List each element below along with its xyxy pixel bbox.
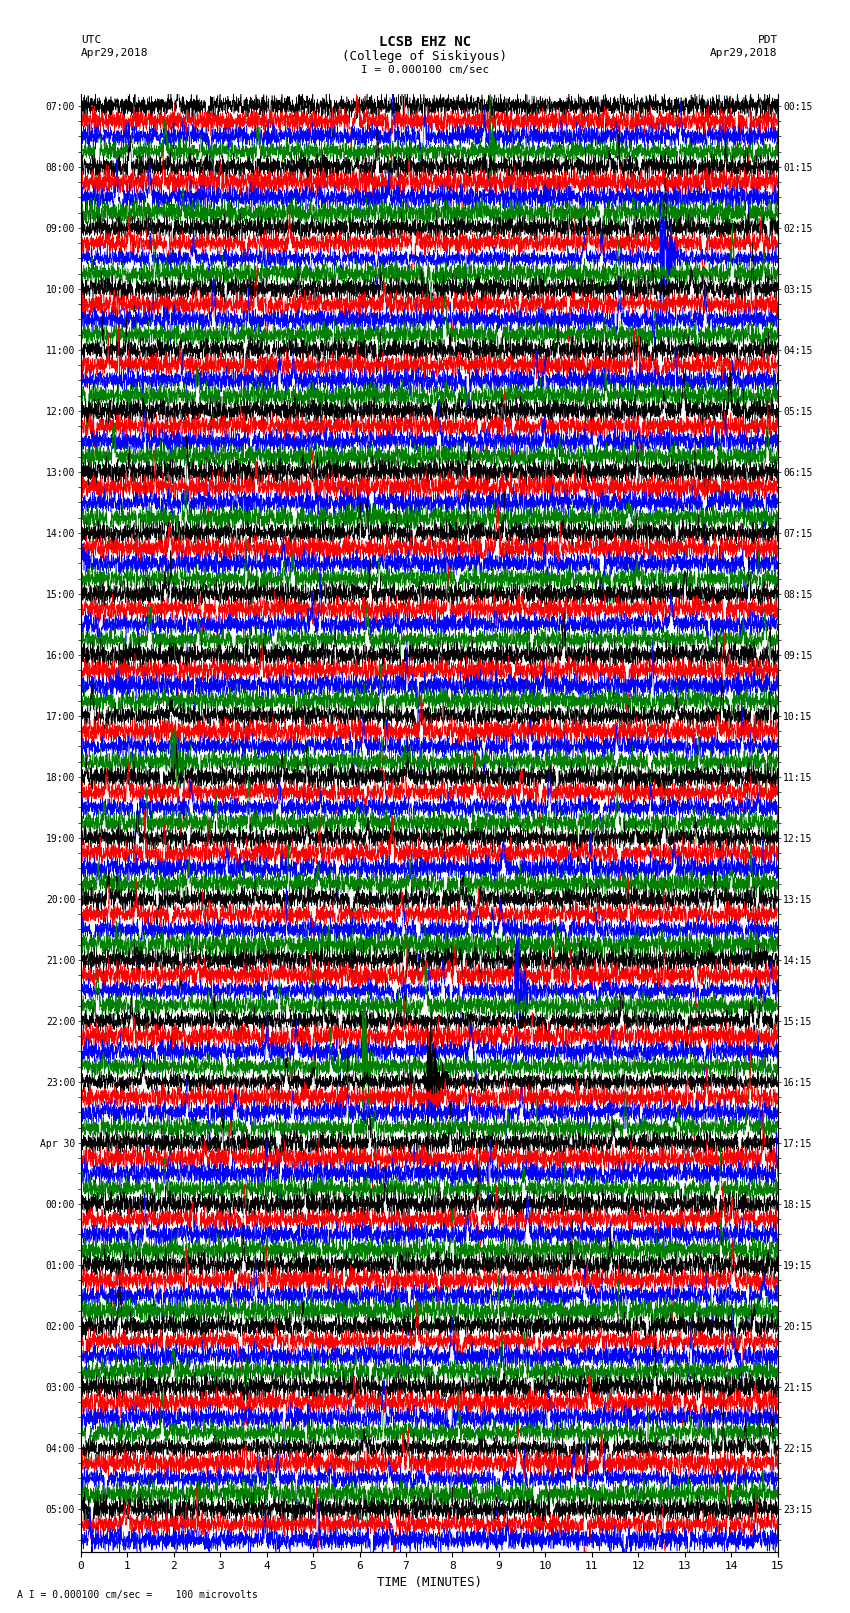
X-axis label: TIME (MINUTES): TIME (MINUTES) xyxy=(377,1576,482,1589)
Text: I = 0.000100 cm/sec: I = 0.000100 cm/sec xyxy=(361,65,489,74)
Text: UTC: UTC xyxy=(81,35,101,45)
Text: Apr29,2018: Apr29,2018 xyxy=(81,48,148,58)
Text: LCSB EHZ NC: LCSB EHZ NC xyxy=(379,35,471,50)
Text: A I = 0.000100 cm/sec =    100 microvolts: A I = 0.000100 cm/sec = 100 microvolts xyxy=(17,1590,258,1600)
Text: (College of Siskiyous): (College of Siskiyous) xyxy=(343,50,507,63)
Text: Apr29,2018: Apr29,2018 xyxy=(711,48,778,58)
Text: PDT: PDT xyxy=(757,35,778,45)
